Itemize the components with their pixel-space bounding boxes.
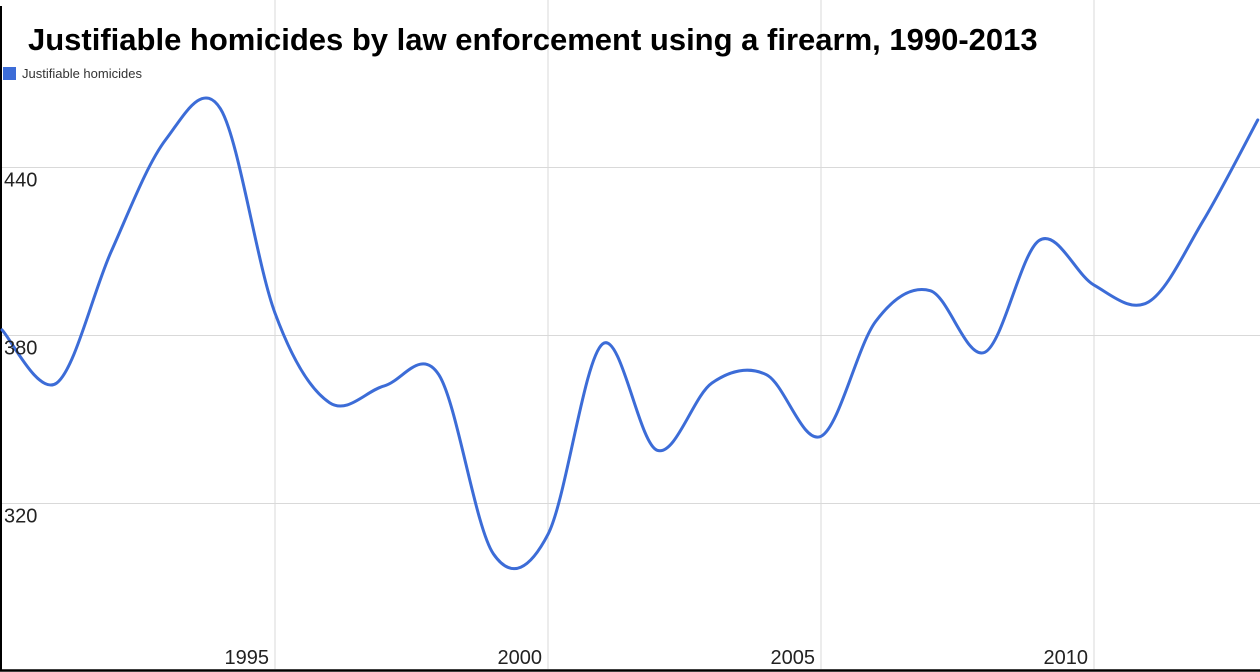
x-tick-label: 2000 (498, 647, 543, 669)
series-line-justifiable-homicides (0, 96, 1260, 571)
x-tick-label: 1995 (225, 647, 270, 669)
x-tick-label: 2005 (771, 647, 816, 669)
legend-square-icon (3, 67, 16, 80)
legend-item-label: Justifiable homicides (22, 66, 142, 81)
y-tick-label: 320 (4, 506, 37, 528)
legend: Justifiable homicides (3, 66, 142, 81)
chart-title: Justifiable homicides by law enforcement… (28, 22, 1038, 57)
x-tick-label: 2010 (1044, 647, 1089, 669)
y-tick-label: 440 (4, 170, 37, 192)
y-tick-label: 380 (4, 338, 37, 360)
